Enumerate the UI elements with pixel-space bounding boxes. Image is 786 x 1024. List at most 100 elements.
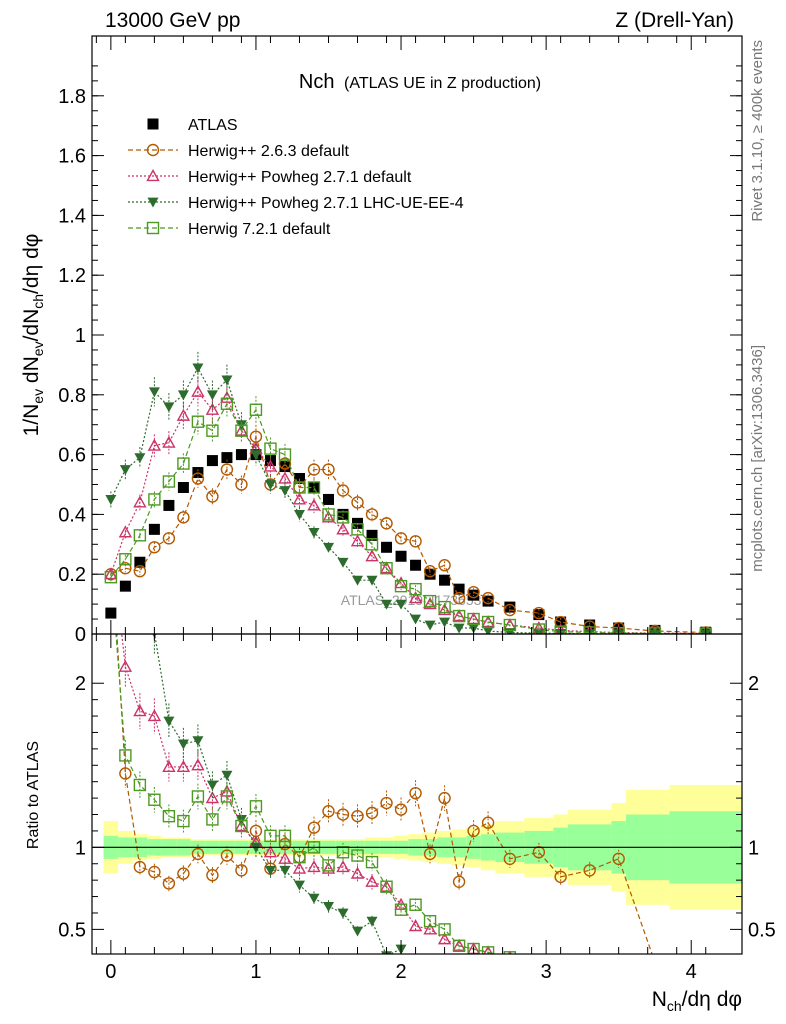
ratio-point-herwig263-25	[467, 824, 480, 838]
main-point-powheg_lhc-20	[395, 599, 407, 610]
main-point-herwig263-22	[423, 565, 437, 578]
main-ytick-label-1: 0.2	[58, 564, 86, 586]
ratio-point-herwig263-9	[235, 864, 248, 877]
main-point-atlas-4	[163, 499, 175, 511]
ratio-point-herwig263-7	[206, 869, 219, 882]
ratio-point-herwig721-25	[467, 942, 480, 954]
main-point-powheg_default-18	[365, 549, 379, 562]
main-ytick-label-3: 0.6	[58, 445, 86, 467]
main-point-powheg_lhc-26	[482, 626, 494, 634]
ratio-point-herwig263-29	[554, 870, 567, 884]
main-point-herwig263-4	[162, 532, 176, 545]
ratio-point-herwig721-21	[409, 898, 422, 911]
ratio-point-herwig263-4	[162, 877, 176, 890]
main-ytick-label-2: 0.4	[58, 504, 86, 526]
ratio-series-herwig721	[115, 634, 517, 954]
main-point-powheg_default-19	[379, 561, 394, 574]
ratio-point-powheg_default-11	[263, 845, 278, 858]
main-point-powheg_default-15	[321, 510, 336, 523]
ratio-point-herwig263-30	[583, 864, 596, 877]
ratio-point-herwig263-6	[191, 847, 205, 861]
legend-item-herwig721: Herwig 7.2.1 default	[128, 221, 331, 238]
ratio-point-herwig721-4	[162, 809, 176, 823]
main-point-powheg_lhc-19	[381, 599, 393, 610]
main-point-powheg_default-14	[307, 498, 321, 511]
xtick-label-3: 3	[541, 961, 552, 983]
mcplots-label: mcplots.cern.ch [arXiv:1306.3436]	[749, 345, 766, 572]
ratio-point-powheg_default-2	[133, 704, 147, 717]
main-point-herwig721-26	[481, 615, 495, 629]
rivet-version-label: Rivet 3.1.10, ≥ 400k events	[749, 40, 766, 222]
ratio-ytick-label-1: 1	[75, 837, 86, 859]
main-point-powheg_default-21	[408, 591, 423, 604]
main-point-herwig721-8	[220, 397, 234, 410]
main-point-atlas-26	[482, 595, 494, 607]
main-point-powheg_lhc-11	[264, 480, 276, 490]
main-point-herwig263-26	[481, 591, 495, 605]
main-ytick-label-7: 1.4	[58, 205, 86, 227]
ratio-point-powheg_lhc-16	[337, 908, 349, 919]
ratio-line-herwig721	[115, 634, 499, 954]
main-point-herwig263-6	[191, 472, 205, 485]
main-point-herwig721-5	[177, 457, 190, 470]
ratio-point-powheg_lhc-5	[177, 739, 189, 750]
main-point-herwig263-17	[351, 496, 364, 509]
ratio-point-herwig263-23	[438, 791, 451, 805]
ratio-point-powheg_lhc-29	[555, 999, 566, 1009]
ratio-point-powheg_lhc-22	[425, 982, 436, 992]
ratio-point-herwig263-22	[423, 847, 437, 861]
ratio-point-powheg_default-31	[613, 965, 624, 975]
main-series-herwig263	[104, 424, 712, 634]
main-point-herwig721-11	[264, 442, 277, 455]
main-point-powheg_default-4	[162, 435, 176, 448]
main-point-powheg_default-1	[118, 525, 133, 538]
ratio-point-herwig721-12	[278, 829, 292, 843]
ratio-point-powheg_default-18	[365, 874, 379, 887]
main-point-powheg_lhc-8	[221, 375, 233, 386]
ratio-point-herwig721-22	[423, 914, 437, 928]
main-ytick-label-8: 1.6	[58, 146, 86, 168]
legend-label-herwig263: Herwig++ 2.6.3 default	[188, 143, 350, 160]
main-point-herwig263-23	[438, 559, 451, 572]
main-point-atlas-18	[366, 529, 378, 541]
main-point-atlas-12	[279, 461, 291, 473]
ratio-point-herwig263-20	[394, 803, 408, 816]
plot-title-sub: (ATLAS UE in Z production)	[344, 75, 541, 92]
ratio-point-herwig263-21	[409, 786, 422, 800]
legend-label-powheg_default: Herwig++ Powheg 2.7.1 default	[188, 169, 412, 186]
main-point-herwig721-19	[380, 562, 393, 575]
ratio-point-herwig721-2	[133, 778, 147, 792]
main-point-herwig263-21	[409, 535, 422, 548]
main-point-herwig721-22	[423, 594, 437, 608]
ratio-point-powheg_lhc-24	[454, 986, 465, 996]
ratio-point-powheg_default-16	[336, 860, 350, 873]
main-point-atlas-2	[134, 556, 146, 568]
main-point-powheg_lhc-10	[250, 450, 262, 461]
main-point-herwig263-19	[380, 517, 393, 530]
ratio-ytick-label-right-2: 2	[748, 673, 759, 695]
ratio-point-herwig263-31	[612, 852, 625, 866]
main-ytick-label-4: 0.8	[58, 385, 86, 407]
main-plot-background	[92, 36, 742, 634]
ratio-point-powheg_default-24	[452, 938, 466, 951]
header-left: 13000 GeV pp	[105, 9, 240, 32]
ratio-point-powheg_default-17	[350, 866, 365, 879]
main-point-powheg_lhc-0	[105, 495, 117, 505]
main-point-atlas-25	[468, 589, 480, 601]
ratio-point-powheg_lhc-7	[206, 780, 218, 791]
ratio-point-herwig263-33	[700, 973, 711, 984]
ratio-point-herwig721-10	[249, 800, 263, 813]
main-point-powheg_default-24	[452, 609, 466, 622]
main-point-herwig721-6	[191, 415, 205, 428]
ratio-point-herwig721-18	[365, 855, 379, 869]
ratio-point-powheg_lhc-30	[584, 1002, 595, 1012]
ratio-point-powheg_default-13	[292, 861, 307, 874]
ratio-point-powheg_default-30	[584, 962, 595, 972]
main-point-atlas-15	[322, 493, 334, 505]
ratio-point-powheg_lhc-23	[439, 971, 450, 981]
ratio-point-herwig721-11	[264, 829, 277, 843]
main-point-atlas-1	[119, 580, 131, 592]
ratio-point-powheg_default-1	[118, 659, 133, 672]
main-ytick-label-0: 0	[75, 624, 86, 646]
main-point-powheg_lhc-1	[119, 465, 131, 476]
